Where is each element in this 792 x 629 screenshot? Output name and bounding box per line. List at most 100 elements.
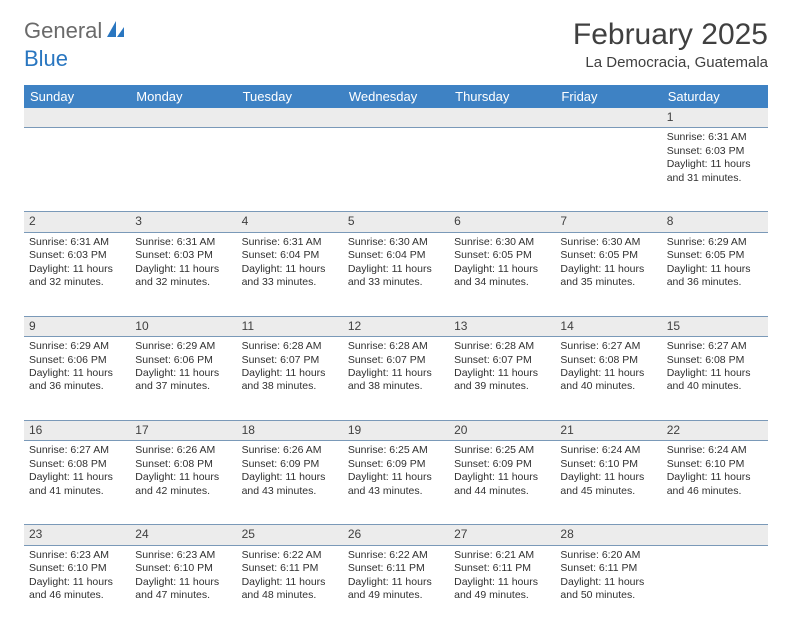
calendar-table: SundayMondayTuesdayWednesdayThursdayFrid… — [24, 85, 768, 629]
day-cell: Sunrise: 6:29 AMSunset: 6:05 PMDaylight:… — [662, 232, 768, 316]
sunrise-line: Sunrise: 6:30 AM — [560, 236, 656, 249]
sunset-line: Sunset: 6:05 PM — [560, 249, 656, 262]
sunrise-line: Sunrise: 6:27 AM — [667, 340, 763, 353]
day-number: 20 — [449, 421, 555, 441]
header: General February 2025 La Democracia, Gua… — [24, 18, 768, 71]
sunrise-line: Sunrise: 6:30 AM — [348, 236, 444, 249]
sunset-line: Sunset: 6:07 PM — [242, 354, 338, 367]
day-number: 27 — [449, 525, 555, 545]
weekday-saturday: Saturday — [662, 85, 768, 108]
sunrise-line: Sunrise: 6:26 AM — [135, 444, 231, 457]
daylight-line: Daylight: 11 hours and 36 minutes. — [667, 263, 763, 290]
sunset-line: Sunset: 6:09 PM — [454, 458, 550, 471]
daylight-line: Daylight: 11 hours and 37 minutes. — [135, 367, 231, 394]
day-number: 5 — [343, 212, 449, 232]
sunset-line: Sunset: 6:11 PM — [560, 562, 656, 575]
weekday-friday: Friday — [555, 85, 661, 108]
empty-cell — [555, 108, 661, 128]
sunset-line: Sunset: 6:10 PM — [135, 562, 231, 575]
daylight-line: Daylight: 11 hours and 41 minutes. — [29, 471, 125, 498]
day-number: 2 — [24, 212, 130, 232]
sunset-line: Sunset: 6:07 PM — [348, 354, 444, 367]
logo-sail-icon — [106, 20, 126, 43]
daylight-line: Daylight: 11 hours and 38 minutes. — [348, 367, 444, 394]
sunset-line: Sunset: 6:10 PM — [560, 458, 656, 471]
day-cell: Sunrise: 6:30 AMSunset: 6:05 PMDaylight:… — [555, 232, 661, 316]
empty-cell — [24, 108, 130, 128]
day-cell: Sunrise: 6:26 AMSunset: 6:08 PMDaylight:… — [130, 441, 236, 525]
daylight-line: Daylight: 11 hours and 35 minutes. — [560, 263, 656, 290]
day-cell: Sunrise: 6:26 AMSunset: 6:09 PMDaylight:… — [237, 441, 343, 525]
day-number: 4 — [237, 212, 343, 232]
day-number: 12 — [343, 316, 449, 336]
day-cell: Sunrise: 6:20 AMSunset: 6:11 PMDaylight:… — [555, 545, 661, 629]
sunrise-line: Sunrise: 6:24 AM — [667, 444, 763, 457]
empty-cell — [449, 128, 555, 212]
day-cell: Sunrise: 6:31 AMSunset: 6:03 PMDaylight:… — [130, 232, 236, 316]
sunrise-line: Sunrise: 6:24 AM — [560, 444, 656, 457]
day-number: 26 — [343, 525, 449, 545]
day-number: 23 — [24, 525, 130, 545]
title-block: February 2025 La Democracia, Guatemala — [573, 18, 768, 71]
daylight-line: Daylight: 11 hours and 47 minutes. — [135, 576, 231, 603]
day-number: 24 — [130, 525, 236, 545]
sunrise-line: Sunrise: 6:29 AM — [135, 340, 231, 353]
daylight-line: Daylight: 11 hours and 49 minutes. — [454, 576, 550, 603]
daylight-line: Daylight: 11 hours and 49 minutes. — [348, 576, 444, 603]
daylight-line: Daylight: 11 hours and 50 minutes. — [560, 576, 656, 603]
day-cell: Sunrise: 6:22 AMSunset: 6:11 PMDaylight:… — [237, 545, 343, 629]
day-number: 7 — [555, 212, 661, 232]
day-cell: Sunrise: 6:21 AMSunset: 6:11 PMDaylight:… — [449, 545, 555, 629]
empty-cell — [130, 128, 236, 212]
day-cell: Sunrise: 6:29 AMSunset: 6:06 PMDaylight:… — [24, 337, 130, 421]
day-cell: Sunrise: 6:23 AMSunset: 6:10 PMDaylight:… — [130, 545, 236, 629]
empty-cell — [24, 128, 130, 212]
day-number: 14 — [555, 316, 661, 336]
daylight-line: Daylight: 11 hours and 46 minutes. — [29, 576, 125, 603]
content-row: Sunrise: 6:27 AMSunset: 6:08 PMDaylight:… — [24, 441, 768, 525]
sunset-line: Sunset: 6:11 PM — [348, 562, 444, 575]
sunset-line: Sunset: 6:07 PM — [454, 354, 550, 367]
weekday-wednesday: Wednesday — [343, 85, 449, 108]
daynum-row: 2345678 — [24, 212, 768, 232]
daylight-line: Daylight: 11 hours and 32 minutes. — [29, 263, 125, 290]
sunset-line: Sunset: 6:08 PM — [135, 458, 231, 471]
daylight-line: Daylight: 11 hours and 36 minutes. — [29, 367, 125, 394]
day-cell: Sunrise: 6:29 AMSunset: 6:06 PMDaylight:… — [130, 337, 236, 421]
sunrise-line: Sunrise: 6:22 AM — [242, 549, 338, 562]
day-cell: Sunrise: 6:30 AMSunset: 6:05 PMDaylight:… — [449, 232, 555, 316]
empty-cell — [237, 128, 343, 212]
day-cell: Sunrise: 6:22 AMSunset: 6:11 PMDaylight:… — [343, 545, 449, 629]
sunrise-line: Sunrise: 6:23 AM — [29, 549, 125, 562]
day-cell: Sunrise: 6:30 AMSunset: 6:04 PMDaylight:… — [343, 232, 449, 316]
daynum-row: 16171819202122 — [24, 421, 768, 441]
day-cell: Sunrise: 6:27 AMSunset: 6:08 PMDaylight:… — [24, 441, 130, 525]
sunset-line: Sunset: 6:09 PM — [348, 458, 444, 471]
daylight-line: Daylight: 11 hours and 43 minutes. — [242, 471, 338, 498]
daylight-line: Daylight: 11 hours and 31 minutes. — [667, 158, 763, 185]
weekday-tuesday: Tuesday — [237, 85, 343, 108]
sunset-line: Sunset: 6:08 PM — [560, 354, 656, 367]
empty-cell — [555, 128, 661, 212]
daylight-line: Daylight: 11 hours and 33 minutes. — [242, 263, 338, 290]
calendar-header-row: SundayMondayTuesdayWednesdayThursdayFrid… — [24, 85, 768, 108]
day-number: 21 — [555, 421, 661, 441]
day-number: 11 — [237, 316, 343, 336]
daylight-line: Daylight: 11 hours and 40 minutes. — [560, 367, 656, 394]
sunrise-line: Sunrise: 6:23 AM — [135, 549, 231, 562]
daylight-line: Daylight: 11 hours and 44 minutes. — [454, 471, 550, 498]
day-number: 16 — [24, 421, 130, 441]
daylight-line: Daylight: 11 hours and 32 minutes. — [135, 263, 231, 290]
sunrise-line: Sunrise: 6:31 AM — [242, 236, 338, 249]
empty-cell — [343, 128, 449, 212]
day-number: 6 — [449, 212, 555, 232]
daylight-line: Daylight: 11 hours and 39 minutes. — [454, 367, 550, 394]
day-cell: Sunrise: 6:27 AMSunset: 6:08 PMDaylight:… — [555, 337, 661, 421]
sunrise-line: Sunrise: 6:22 AM — [348, 549, 444, 562]
sunset-line: Sunset: 6:11 PM — [242, 562, 338, 575]
day-cell: Sunrise: 6:31 AMSunset: 6:03 PMDaylight:… — [24, 232, 130, 316]
day-cell: Sunrise: 6:25 AMSunset: 6:09 PMDaylight:… — [343, 441, 449, 525]
sunrise-line: Sunrise: 6:31 AM — [135, 236, 231, 249]
daylight-line: Daylight: 11 hours and 45 minutes. — [560, 471, 656, 498]
daylight-line: Daylight: 11 hours and 33 minutes. — [348, 263, 444, 290]
